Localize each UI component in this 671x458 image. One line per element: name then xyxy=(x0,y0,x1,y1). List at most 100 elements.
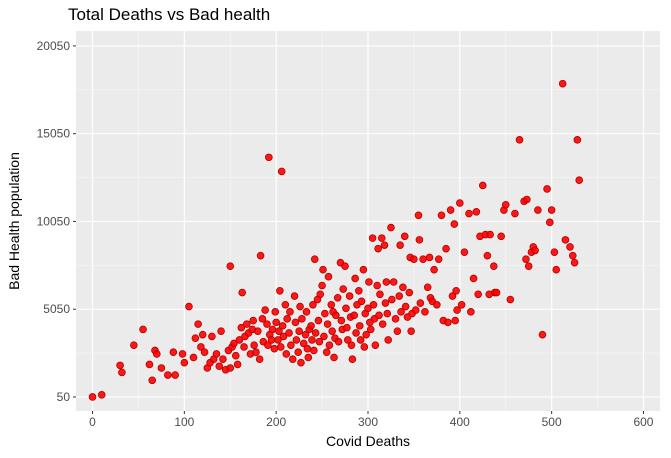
data-point xyxy=(315,337,324,346)
data-point xyxy=(339,285,348,293)
data-point xyxy=(343,336,352,344)
data-point xyxy=(272,318,280,327)
data-points xyxy=(88,79,583,401)
data-point xyxy=(200,348,209,357)
data-point xyxy=(153,350,161,358)
data-point xyxy=(419,255,427,263)
data-point xyxy=(568,251,577,260)
data-point xyxy=(139,325,147,334)
data-point xyxy=(254,327,262,335)
data-point xyxy=(252,348,260,357)
data-point xyxy=(189,353,198,362)
data-point xyxy=(522,255,530,263)
data-point xyxy=(377,234,386,242)
data-point xyxy=(433,301,441,309)
data-point xyxy=(274,336,282,344)
data-point xyxy=(437,211,446,220)
data-point xyxy=(388,295,396,304)
data-point xyxy=(290,292,299,300)
data-point xyxy=(575,176,583,184)
data-point xyxy=(469,274,478,283)
data-point xyxy=(434,255,443,263)
data-point xyxy=(355,286,363,295)
data-point xyxy=(118,368,126,377)
data-point xyxy=(460,248,469,256)
data-point xyxy=(323,320,332,328)
data-point xyxy=(393,327,402,335)
y-tick-label: 50 xyxy=(57,390,71,404)
data-point xyxy=(395,292,404,300)
data-point xyxy=(446,206,455,214)
data-point xyxy=(334,337,343,346)
data-point xyxy=(350,311,359,320)
data-point xyxy=(308,336,316,344)
data-point xyxy=(343,323,351,332)
data-point xyxy=(238,288,247,297)
data-point xyxy=(285,329,293,337)
data-point xyxy=(217,327,225,335)
y-axis-label: Bad Health population xyxy=(6,152,22,290)
data-point xyxy=(130,341,138,349)
data-point xyxy=(416,299,425,307)
data-point xyxy=(180,358,189,367)
data-point xyxy=(145,360,154,369)
data-point xyxy=(341,262,349,270)
data-point xyxy=(171,371,179,379)
y-tick-label: 5050 xyxy=(43,302,70,316)
data-point xyxy=(552,265,561,274)
data-point xyxy=(328,327,336,335)
data-point xyxy=(258,315,267,323)
data-point xyxy=(378,320,387,328)
data-point xyxy=(407,327,415,335)
data-point xyxy=(425,253,434,262)
data-point xyxy=(256,251,265,260)
y-tick-label: 15050 xyxy=(37,127,71,141)
data-point xyxy=(178,350,187,358)
data-point xyxy=(546,218,554,227)
data-point xyxy=(267,336,276,344)
data-point xyxy=(263,320,271,328)
data-point xyxy=(486,230,494,239)
data-point xyxy=(310,255,319,263)
data-point xyxy=(337,316,346,325)
data-point xyxy=(366,325,375,334)
data-point xyxy=(164,371,172,379)
data-point xyxy=(348,355,357,364)
data-point xyxy=(374,244,382,253)
data-point xyxy=(381,299,390,307)
data-point xyxy=(116,361,124,370)
data-point xyxy=(380,241,389,249)
data-point xyxy=(357,297,366,306)
data-point xyxy=(278,322,287,330)
data-point xyxy=(399,283,407,292)
data-point xyxy=(333,293,342,302)
data-point xyxy=(233,360,242,369)
data-point xyxy=(318,281,326,290)
data-point xyxy=(371,341,380,349)
data-point xyxy=(268,325,277,334)
data-point xyxy=(283,315,291,323)
data-point xyxy=(286,308,294,316)
data-point xyxy=(457,301,466,309)
data-point xyxy=(309,301,317,309)
x-tick-label: 400 xyxy=(450,415,470,429)
data-point xyxy=(383,309,392,318)
data-point xyxy=(465,209,473,218)
data-point xyxy=(453,306,461,314)
data-point xyxy=(456,199,464,207)
data-point xyxy=(324,272,333,281)
x-tick-label: 0 xyxy=(89,415,96,429)
data-point xyxy=(384,336,393,344)
data-point xyxy=(302,308,311,316)
data-point xyxy=(235,336,244,344)
data-point xyxy=(295,327,303,335)
data-point xyxy=(550,248,559,256)
data-point xyxy=(282,350,291,358)
chart-title: Total Deaths vs Bad health xyxy=(68,5,271,24)
data-point xyxy=(249,316,258,325)
data-point xyxy=(401,302,410,311)
data-point xyxy=(197,343,205,351)
y-tick-label: 10050 xyxy=(37,214,71,228)
